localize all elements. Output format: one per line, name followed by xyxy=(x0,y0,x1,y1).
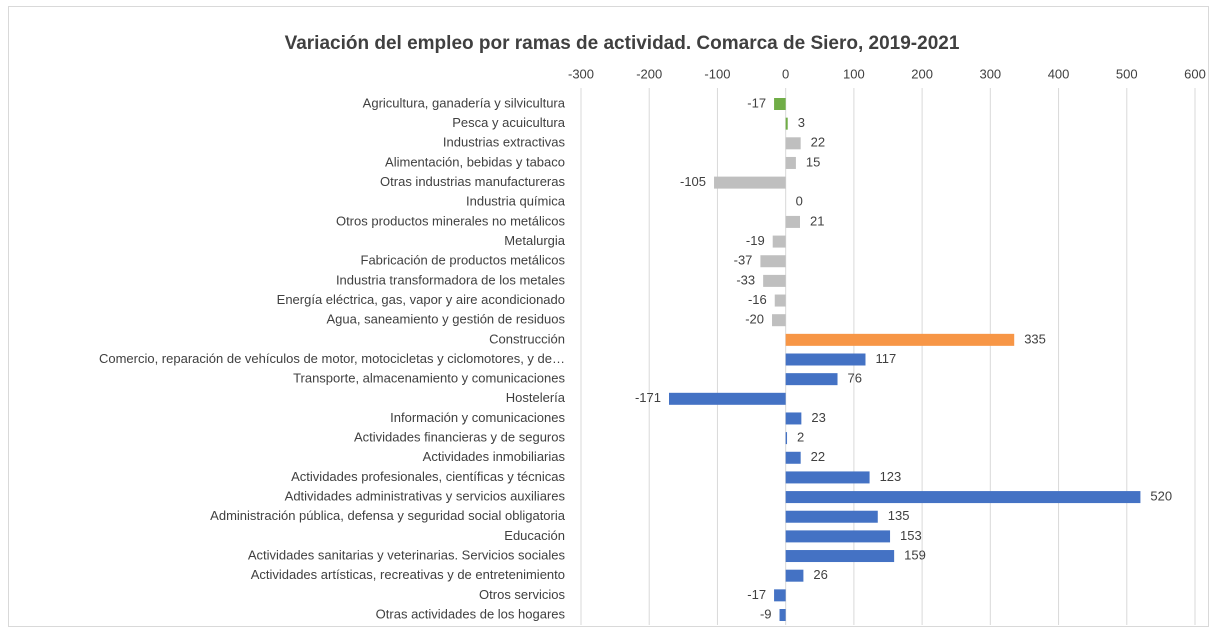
value-label: -33 xyxy=(736,272,755,287)
x-tick-label: 400 xyxy=(1048,66,1070,81)
category-label: Transporte, almacenamiento y comunicacio… xyxy=(293,371,565,386)
chart-border xyxy=(8,6,1209,627)
bar xyxy=(785,550,895,563)
category-label: Actividades profesionales, científicas y… xyxy=(291,469,565,484)
category-label: Otros productos minerales no metálicos xyxy=(336,213,566,228)
bar xyxy=(714,176,786,189)
category-label: Hostelería xyxy=(506,390,566,405)
category-label: Agua, saneamiento y gestión de residuos xyxy=(327,312,566,327)
category-label: Actividades financieras y de seguros xyxy=(354,430,566,445)
category-label: Actividades inmobiliarias xyxy=(423,449,566,464)
value-label: 22 xyxy=(811,449,825,464)
x-tick-label: 500 xyxy=(1116,66,1138,81)
bar xyxy=(785,510,878,523)
value-label: 3 xyxy=(798,115,805,130)
value-label: 15 xyxy=(806,154,820,169)
value-label: 335 xyxy=(1024,331,1046,346)
category-label: Otras actividades de los hogares xyxy=(376,606,566,621)
x-tick-label: -300 xyxy=(568,66,594,81)
value-label: 21 xyxy=(810,213,824,228)
bar xyxy=(785,569,804,582)
value-label: 22 xyxy=(811,135,825,150)
value-label: 2 xyxy=(797,430,804,445)
category-label: Actividades sanitarias y veterinarias. S… xyxy=(248,547,566,562)
bar xyxy=(785,215,800,228)
category-label: Otras industrias manufactureras xyxy=(380,174,565,189)
value-label: 76 xyxy=(848,371,862,386)
bar xyxy=(774,589,786,602)
chart-title: Variación del empleo por ramas de activi… xyxy=(285,33,960,54)
x-tick-label: 100 xyxy=(843,66,865,81)
value-label: 123 xyxy=(880,469,902,484)
category-label: Pesca y acuicultura xyxy=(452,115,565,130)
bar xyxy=(785,412,802,425)
bar xyxy=(669,392,786,405)
value-label: 26 xyxy=(813,567,827,582)
bar xyxy=(785,432,788,445)
x-tick-label: 300 xyxy=(979,66,1001,81)
category-label: Agricultura, ganadería y silvicultura xyxy=(363,95,566,110)
category-label: Fabricación de productos metálicos xyxy=(361,253,566,268)
bar xyxy=(785,117,788,130)
x-tick-label: -200 xyxy=(636,66,662,81)
bar xyxy=(779,609,786,621)
bar xyxy=(772,314,786,327)
bar xyxy=(785,471,870,484)
category-label: Metalurgia xyxy=(504,233,565,248)
value-label: -17 xyxy=(747,587,766,602)
category-label: Industrias extractivas xyxy=(443,135,566,150)
value-label: -37 xyxy=(734,253,753,268)
bar xyxy=(785,373,838,386)
category-label: Industria transformadora de los metales xyxy=(336,272,566,287)
category-label: Energía eléctrica, gas, vapor y aire aco… xyxy=(277,292,565,307)
value-label: 153 xyxy=(900,528,922,543)
bar xyxy=(785,451,801,464)
value-label: -19 xyxy=(746,233,765,248)
value-label: -17 xyxy=(747,95,766,110)
category-label: Actividades artísticas, recreativas y de… xyxy=(251,567,565,582)
category-label: Industria química xyxy=(466,194,566,209)
category-label: Construcción xyxy=(489,331,565,346)
value-label: -105 xyxy=(680,174,706,189)
category-label: Adtividades administrativas y servicios … xyxy=(285,489,566,504)
bar xyxy=(785,491,1141,504)
value-label: -16 xyxy=(748,292,767,307)
value-label: 0 xyxy=(796,194,803,209)
bar xyxy=(785,530,891,543)
category-label: Alimentación, bebidas y tabaco xyxy=(385,154,565,169)
value-label: 520 xyxy=(1150,489,1172,504)
value-label: 23 xyxy=(811,410,825,425)
category-label: Otros servicios xyxy=(479,587,565,602)
bar xyxy=(760,255,786,268)
category-label: Comercio, reparación de vehículos de mot… xyxy=(99,351,565,366)
bar xyxy=(774,294,786,307)
value-label: -9 xyxy=(760,606,772,621)
bar xyxy=(785,333,1015,346)
value-label: -171 xyxy=(635,390,661,405)
category-label: Educación xyxy=(504,528,565,543)
bar xyxy=(772,235,786,248)
bar xyxy=(785,353,866,366)
x-tick-label: -100 xyxy=(704,66,730,81)
x-tick-label: 600 xyxy=(1184,66,1206,81)
bar xyxy=(763,274,786,287)
value-label: -20 xyxy=(745,312,764,327)
value-label: 117 xyxy=(875,351,896,366)
x-tick-label: 0 xyxy=(782,66,789,81)
bar xyxy=(785,137,801,150)
bar xyxy=(774,98,786,110)
category-label: Información y comunicaciones xyxy=(390,410,565,425)
category-label: Administración pública, defensa y seguri… xyxy=(210,508,566,523)
x-tick-label: 200 xyxy=(911,66,933,81)
value-label: 159 xyxy=(904,547,926,562)
bar xyxy=(785,156,796,169)
value-label: 135 xyxy=(888,508,910,523)
